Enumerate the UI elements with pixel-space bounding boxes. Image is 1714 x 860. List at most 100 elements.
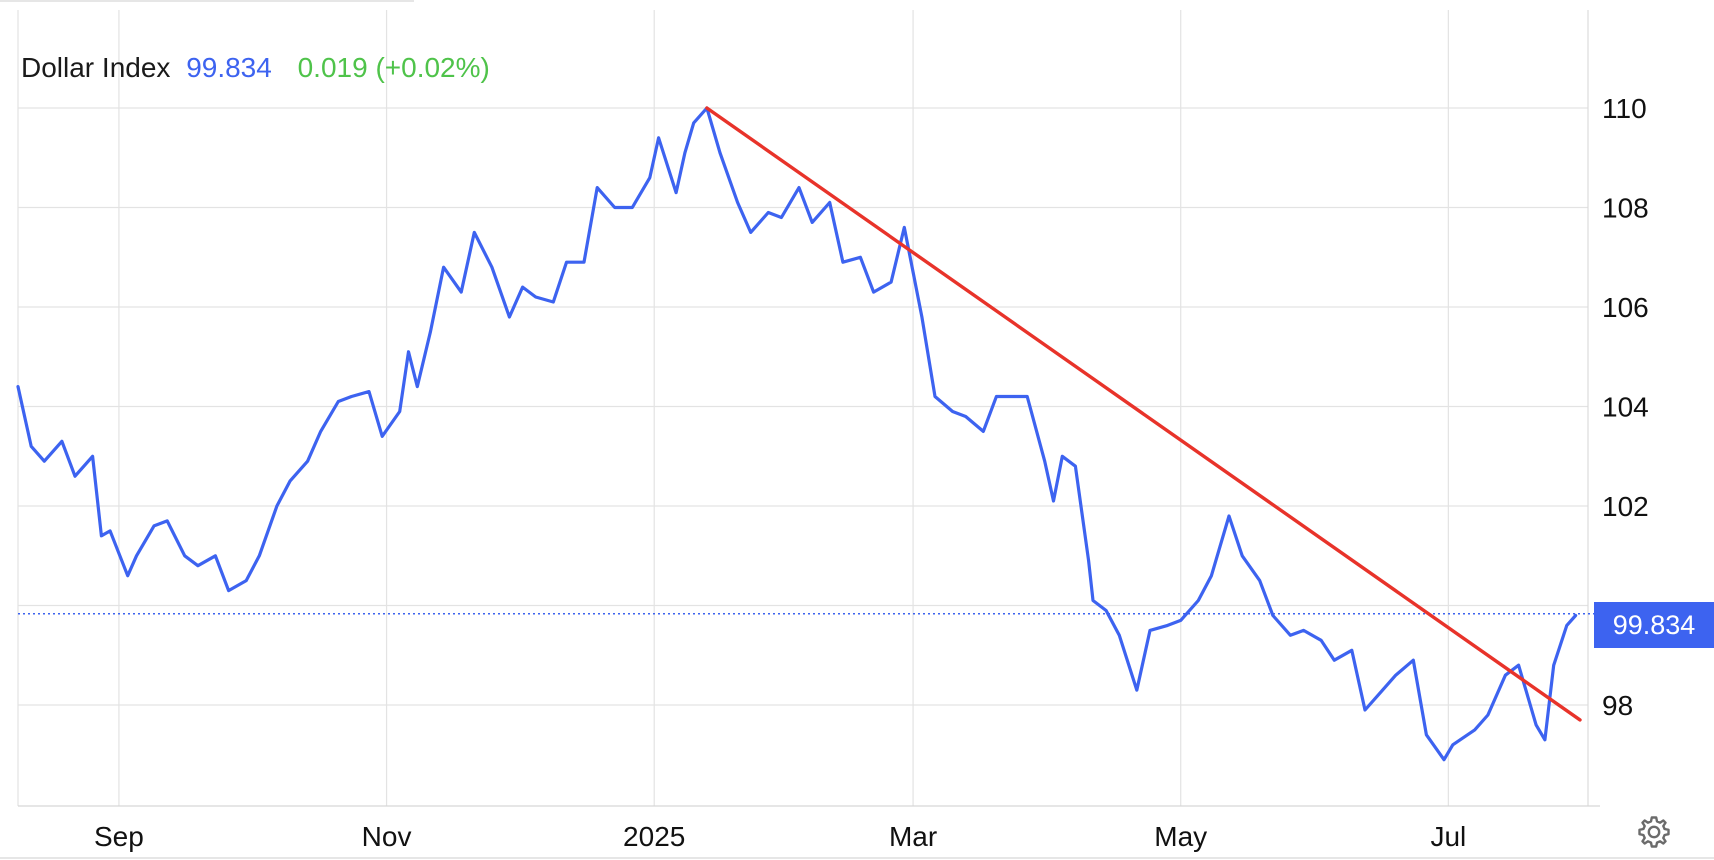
data-point xyxy=(951,410,954,413)
data-point xyxy=(398,410,401,413)
data-point xyxy=(73,475,77,478)
data-point xyxy=(1486,713,1490,717)
data-point xyxy=(1451,743,1455,746)
data-point xyxy=(350,395,353,398)
data-point xyxy=(1381,688,1384,692)
data-point xyxy=(1197,599,1200,602)
data-point xyxy=(407,350,410,353)
data-point xyxy=(797,186,801,189)
data-point xyxy=(1302,629,1305,632)
data-point xyxy=(872,290,875,294)
x-tick-label: Jul xyxy=(1430,821,1466,852)
data-point xyxy=(108,529,112,533)
y-tick-label: 102 xyxy=(1602,491,1649,522)
data-point xyxy=(995,395,998,398)
data-point xyxy=(1043,460,1046,463)
y-tick-label: 98 xyxy=(1602,690,1633,721)
data-point xyxy=(1166,624,1169,627)
x-tick-label: Mar xyxy=(889,821,937,852)
data-point xyxy=(1425,733,1428,736)
data-point xyxy=(1552,664,1555,667)
data-point xyxy=(135,554,138,557)
data-point xyxy=(1241,554,1244,557)
data-point xyxy=(152,524,156,528)
data-point xyxy=(508,315,511,319)
axes: 98 102 104 106 108 110 Sep Nov 2025 Mar May Jul xyxy=(94,93,1649,852)
data-point xyxy=(1394,674,1397,677)
data-point xyxy=(1333,659,1336,662)
data-point xyxy=(16,385,20,388)
x-tick-label: 2025 xyxy=(623,821,685,852)
data-point xyxy=(718,151,722,154)
data-point xyxy=(1442,758,1446,761)
data-point xyxy=(780,216,783,219)
data-point xyxy=(811,221,814,224)
series-line xyxy=(16,106,1578,762)
data-point xyxy=(1319,639,1323,642)
data-point xyxy=(1504,674,1507,677)
data-point xyxy=(367,390,371,393)
current-price-badge: 99.834 xyxy=(1594,602,1714,648)
data-point xyxy=(674,191,678,194)
x-tick-label: Nov xyxy=(362,821,412,852)
data-point xyxy=(442,266,445,269)
data-point xyxy=(381,435,384,438)
data-point xyxy=(1565,624,1569,627)
data-point xyxy=(736,201,739,204)
data-point xyxy=(227,589,230,592)
data-point xyxy=(416,385,419,388)
data-point xyxy=(126,574,129,577)
data-point xyxy=(631,206,634,209)
data-point xyxy=(1412,659,1415,662)
data-point xyxy=(648,176,651,179)
data-point xyxy=(1135,688,1139,692)
data-point xyxy=(1179,619,1182,622)
data-point xyxy=(1517,664,1520,667)
data-point xyxy=(1271,614,1275,617)
data-point xyxy=(460,290,463,294)
x-tick-label: May xyxy=(1154,821,1207,852)
data-point xyxy=(1258,579,1261,582)
chart-legend: Dollar Index 99.834 0.019 (+0.02%) xyxy=(21,52,490,84)
data-point xyxy=(306,460,309,463)
data-point xyxy=(767,211,770,214)
data-point xyxy=(214,554,217,557)
data-point xyxy=(596,186,599,189)
data-point xyxy=(1350,649,1354,652)
data-point xyxy=(1118,634,1121,637)
data-point xyxy=(859,256,862,259)
data-point xyxy=(166,519,169,523)
data-point xyxy=(1061,455,1064,458)
data-point xyxy=(1012,395,1016,398)
data-point xyxy=(683,151,687,154)
data-point xyxy=(828,201,831,204)
data-point xyxy=(1227,514,1231,518)
data-point xyxy=(1289,634,1292,637)
data-point xyxy=(319,430,322,433)
data-point xyxy=(1148,629,1152,632)
legend-instrument-name: Dollar Index xyxy=(21,52,171,83)
data-point xyxy=(933,395,937,398)
data-point xyxy=(903,226,906,229)
data-point xyxy=(183,554,186,557)
data-point xyxy=(275,504,279,508)
data-point xyxy=(288,479,292,483)
data-point xyxy=(196,564,200,567)
data-point xyxy=(1074,465,1077,468)
data-point xyxy=(490,266,494,269)
data-point xyxy=(100,534,103,537)
data-point xyxy=(245,579,248,582)
data-point xyxy=(30,445,33,448)
data-point xyxy=(521,285,524,289)
data-point xyxy=(1026,395,1029,398)
data-point xyxy=(60,440,64,443)
y-tick-label: 104 xyxy=(1602,392,1649,423)
legend-last-value: 99.834 xyxy=(186,52,272,83)
y-tick-label: 110 xyxy=(1602,93,1647,124)
trendline xyxy=(705,106,1582,722)
data-point xyxy=(613,206,616,209)
data-point xyxy=(1574,614,1577,617)
data-point xyxy=(657,136,660,139)
gear-icon[interactable] xyxy=(1636,814,1672,850)
